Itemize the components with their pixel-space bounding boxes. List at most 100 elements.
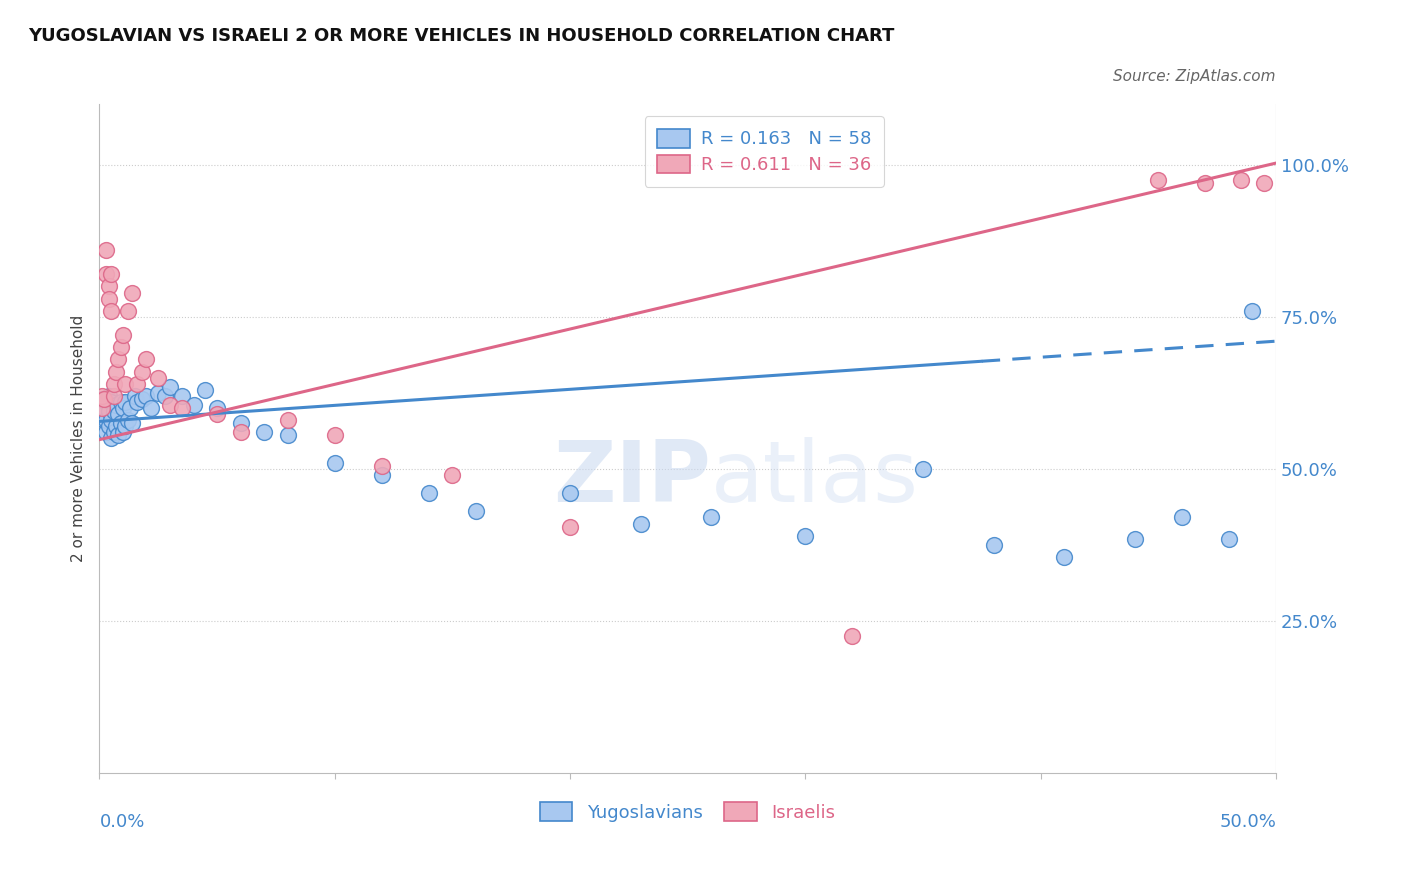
Point — [253, 425, 276, 440]
Point — [100, 395, 122, 409]
Point — [131, 365, 153, 379]
Point — [700, 510, 723, 524]
Point — [148, 370, 170, 384]
Point — [464, 504, 486, 518]
Point — [205, 407, 228, 421]
Point — [103, 376, 125, 391]
Point — [148, 385, 170, 400]
Point — [96, 413, 118, 427]
Point — [371, 467, 394, 482]
Point — [1171, 510, 1194, 524]
Point — [96, 425, 118, 440]
Point — [121, 285, 143, 300]
Point — [114, 395, 136, 409]
Point — [229, 416, 252, 430]
Point — [841, 629, 863, 643]
Text: 50.0%: 50.0% — [1219, 813, 1277, 830]
Point — [323, 428, 346, 442]
Point — [183, 398, 205, 412]
Point — [104, 419, 127, 434]
Point — [110, 416, 132, 430]
Point — [100, 413, 122, 427]
Point — [1253, 176, 1275, 190]
Point — [90, 404, 112, 418]
Point — [100, 268, 122, 282]
Point — [630, 516, 652, 531]
Text: Source: ZipAtlas.com: Source: ZipAtlas.com — [1114, 69, 1277, 84]
Point — [104, 365, 127, 379]
Text: 0.0%: 0.0% — [100, 813, 145, 830]
Point — [97, 292, 120, 306]
Point — [110, 395, 132, 409]
Point — [93, 401, 115, 415]
Point — [103, 389, 125, 403]
Y-axis label: 2 or more Vehicles in Household: 2 or more Vehicles in Household — [72, 315, 86, 562]
Point — [277, 413, 299, 427]
Point — [323, 456, 346, 470]
Point — [155, 389, 177, 403]
Point — [97, 419, 120, 434]
Point — [96, 268, 118, 282]
Point — [118, 401, 141, 415]
Point — [229, 425, 252, 440]
Point — [558, 486, 581, 500]
Text: YUGOSLAVIAN VS ISRAELI 2 OR MORE VEHICLES IN HOUSEHOLD CORRELATION CHART: YUGOSLAVIAN VS ISRAELI 2 OR MORE VEHICLE… — [28, 27, 894, 45]
Point — [104, 398, 127, 412]
Point — [794, 529, 817, 543]
Point — [205, 401, 228, 415]
Point — [114, 419, 136, 434]
Point — [121, 416, 143, 430]
Point — [90, 392, 112, 406]
Point — [1218, 532, 1240, 546]
Point — [124, 389, 146, 403]
Point — [159, 380, 181, 394]
Point — [97, 404, 120, 418]
Point — [110, 340, 132, 354]
Point — [1123, 532, 1146, 546]
Point — [194, 383, 217, 397]
Text: ZIP: ZIP — [554, 437, 711, 520]
Point — [107, 407, 129, 421]
Point — [558, 519, 581, 533]
Point — [277, 428, 299, 442]
Point — [90, 401, 112, 415]
Point — [111, 401, 134, 415]
Text: atlas: atlas — [711, 437, 920, 520]
Point — [93, 392, 115, 406]
Point — [100, 432, 122, 446]
Point — [117, 303, 139, 318]
Point — [159, 398, 181, 412]
Point — [96, 243, 118, 257]
Point — [441, 467, 464, 482]
Point — [371, 458, 394, 473]
Point — [107, 352, 129, 367]
Point — [114, 376, 136, 391]
Point — [170, 401, 193, 415]
Point — [135, 389, 157, 403]
Point — [117, 413, 139, 427]
Point — [97, 279, 120, 293]
Point — [418, 486, 440, 500]
Point — [911, 462, 934, 476]
Point — [1241, 303, 1264, 318]
Point — [107, 428, 129, 442]
Point — [135, 352, 157, 367]
Point — [1194, 176, 1216, 190]
Point — [100, 303, 122, 318]
Point — [170, 389, 193, 403]
Point — [141, 401, 163, 415]
Point — [97, 389, 120, 403]
Point — [131, 392, 153, 406]
Point — [111, 425, 134, 440]
Point — [125, 395, 148, 409]
Point — [111, 328, 134, 343]
Point — [125, 376, 148, 391]
Legend: Yugoslavians, Israelis: Yugoslavians, Israelis — [531, 793, 845, 830]
Point — [96, 395, 118, 409]
Point — [1229, 173, 1251, 187]
Point — [93, 413, 115, 427]
Point — [90, 389, 112, 403]
Point — [1053, 549, 1076, 564]
Point — [1147, 173, 1170, 187]
Point — [983, 538, 1005, 552]
